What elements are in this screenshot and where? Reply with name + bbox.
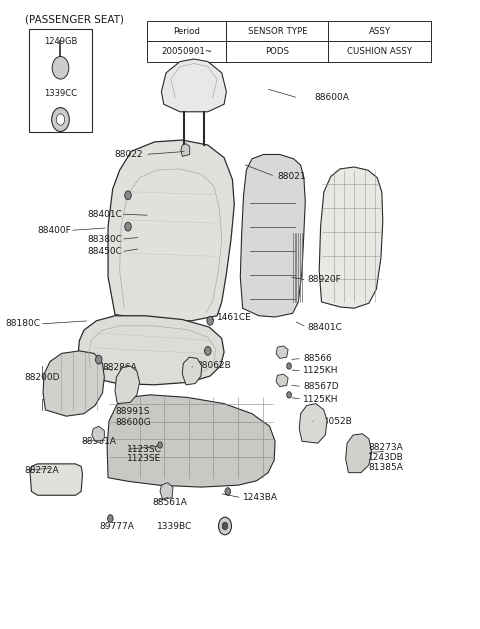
Text: 88052B: 88052B [317,416,352,426]
Text: (PASSENGER SEAT): (PASSENGER SEAT) [24,14,123,25]
Text: 1339BC: 1339BC [157,521,192,530]
Text: 88561A: 88561A [152,498,187,507]
Bar [227,21,328,42]
Polygon shape [319,167,383,308]
Polygon shape [299,404,327,443]
Text: 88920F: 88920F [308,276,341,284]
Circle shape [52,57,69,79]
Circle shape [204,347,211,355]
Text: SENSOR TYPE: SENSOR TYPE [248,27,307,36]
Polygon shape [346,434,372,472]
Circle shape [158,442,162,448]
Polygon shape [181,144,190,157]
Polygon shape [43,351,104,416]
Circle shape [287,363,291,369]
Bar [328,42,431,62]
Text: 1125KH: 1125KH [303,395,338,404]
Text: 88566: 88566 [303,354,332,363]
Text: 1125KH: 1125KH [303,367,338,376]
Text: PODS: PODS [265,47,289,56]
Polygon shape [161,59,227,112]
Text: 88600A: 88600A [314,94,349,103]
Text: 88200D: 88200D [24,373,60,382]
Polygon shape [240,155,305,317]
Bar [147,21,227,42]
Circle shape [287,392,291,398]
Polygon shape [108,140,234,321]
Text: 88286A: 88286A [102,364,137,372]
Text: 1249GB: 1249GB [44,37,77,47]
Circle shape [108,515,113,522]
Polygon shape [30,464,83,495]
Text: 88991S: 88991S [115,407,149,416]
Text: 81385A: 81385A [368,463,403,472]
Text: 1243BA: 1243BA [242,493,277,503]
Circle shape [125,222,131,231]
Bar [328,21,431,42]
Circle shape [125,191,131,199]
Text: 88450C: 88450C [87,247,122,256]
Text: 20050901~: 20050901~ [161,47,213,56]
Text: 88180C: 88180C [6,320,41,328]
Text: 1123SE: 1123SE [127,454,161,464]
Text: 88400F: 88400F [37,226,71,235]
Text: 88401C: 88401C [87,209,122,219]
Polygon shape [276,346,288,359]
Circle shape [56,114,65,125]
Text: 1243DB: 1243DB [368,453,404,462]
Bar [29,29,92,133]
Text: 1461CE: 1461CE [217,313,252,322]
Circle shape [225,487,230,495]
Text: 1123SC: 1123SC [127,445,161,454]
Circle shape [222,522,228,530]
Polygon shape [107,395,275,487]
Text: 1339CC: 1339CC [44,89,77,98]
Text: 88021: 88021 [277,172,306,181]
Text: 88567D: 88567D [303,382,338,391]
Text: 88380C: 88380C [87,235,122,243]
Text: 89777A: 89777A [100,521,134,530]
Text: Period: Period [173,27,200,36]
Polygon shape [182,357,202,385]
Text: 88561A: 88561A [81,437,116,446]
Circle shape [207,316,214,325]
Bar [227,42,328,62]
Text: 88272A: 88272A [24,465,59,475]
Text: CUSHION ASSY: CUSHION ASSY [347,47,412,56]
Polygon shape [160,482,173,499]
Polygon shape [276,374,288,387]
Circle shape [52,108,69,131]
Polygon shape [78,316,224,385]
Text: 88062B: 88062B [196,362,231,370]
Text: 88022: 88022 [114,150,143,159]
Circle shape [218,517,231,535]
Text: 88600G: 88600G [115,418,151,427]
Text: 88401C: 88401C [308,323,342,331]
Bar [147,42,227,62]
Polygon shape [92,426,104,443]
Circle shape [96,355,102,364]
Text: 88273A: 88273A [368,443,403,452]
Text: ASSY: ASSY [369,27,391,36]
Polygon shape [115,366,140,404]
